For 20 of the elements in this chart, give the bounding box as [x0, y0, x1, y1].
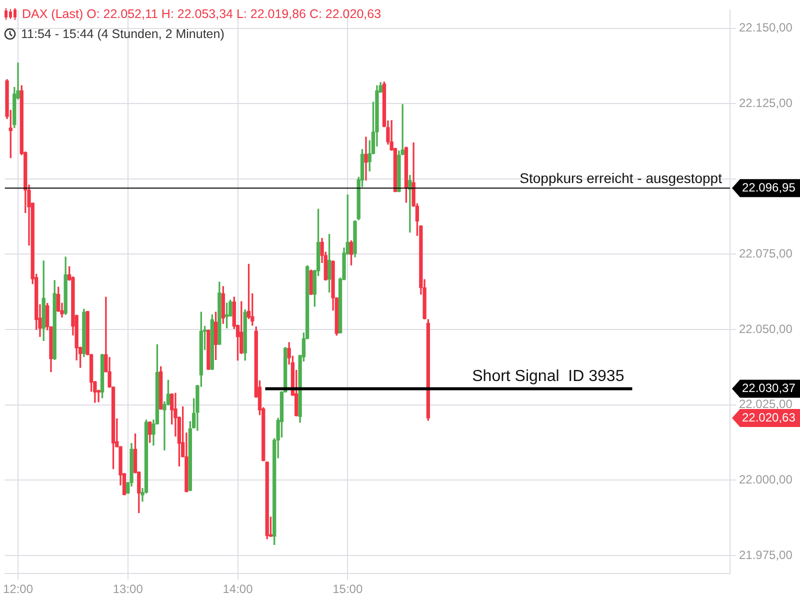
x-tick-label: 14:00 — [222, 582, 254, 596]
y-tick-label: 22.150,00 — [739, 20, 793, 35]
candlestick — [408, 174, 412, 233]
y-tick-label: 22.025,00 — [739, 397, 793, 412]
text: 22.020,63 — [742, 410, 796, 424]
x-tick-label: 12:00 — [3, 582, 34, 596]
text: 22.096,95 — [742, 180, 796, 194]
text: 22.030,37 — [742, 381, 796, 396]
text: 11:54 - 15:44 (4 Stunden, 2 Minuten) — [21, 26, 224, 43]
ref-line-label: Stoppkurs erreicht - ausgestoppt — [520, 170, 722, 186]
y-tick-label: 22.075,00 — [739, 246, 793, 261]
x-tick-label: 15:00 — [332, 582, 363, 596]
candlestick — [364, 136, 368, 180]
x-tick-label: 13:00 — [112, 582, 144, 596]
y-tick-label: 21.975,00 — [739, 548, 793, 562]
y-tick-label: 22.050,00 — [739, 322, 793, 336]
chart-title: DAX (Last) O: 22.052,11 H: 22.053,34 L: 22.019,86 C: 22.020,63 — [22, 6, 382, 23]
y-tick-label: 22.125,00 — [739, 96, 793, 110]
series-label: Short Signal ID 3935 — [472, 368, 624, 386]
y-tick-label: 22.000,00 — [739, 472, 793, 487]
